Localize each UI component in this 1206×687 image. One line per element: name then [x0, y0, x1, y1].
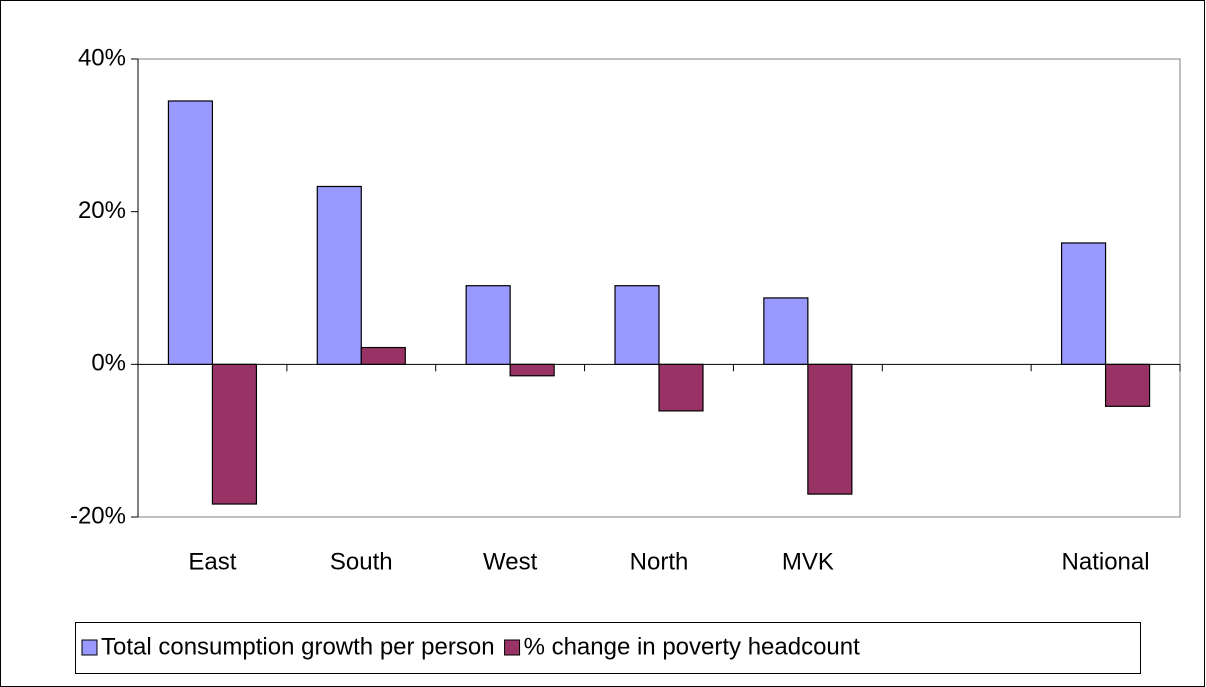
- x-tick-label: West: [483, 548, 538, 575]
- legend-label: % change in poverty headcount: [524, 633, 861, 660]
- bar: [509, 363, 555, 377]
- x-tick-label: North: [630, 548, 689, 575]
- y-tick-label: 20%: [78, 197, 126, 224]
- y-tick-label: 0%: [91, 350, 126, 377]
- bar: [807, 363, 853, 495]
- bar: [1104, 363, 1151, 407]
- legend-swatch: [81, 639, 98, 656]
- bar: [465, 285, 511, 365]
- x-tick-label: National: [1062, 548, 1150, 575]
- x-tick-label: MVK: [782, 548, 834, 575]
- bar: [211, 363, 258, 505]
- bar: [1060, 242, 1107, 365]
- legend-swatch: [504, 639, 521, 656]
- y-tick-label: 40%: [78, 44, 126, 71]
- legend-box: [75, 622, 1141, 674]
- bar: [614, 285, 660, 365]
- bar: [763, 297, 809, 365]
- x-tick-label: East: [188, 548, 236, 575]
- bar: [167, 100, 214, 365]
- y-tick-label: -20%: [70, 502, 126, 529]
- legend-label: Total consumption growth per person: [101, 633, 495, 660]
- bar: [360, 346, 406, 365]
- bar: [658, 363, 704, 412]
- x-tick-label: South: [330, 548, 393, 575]
- bar: [316, 185, 362, 365]
